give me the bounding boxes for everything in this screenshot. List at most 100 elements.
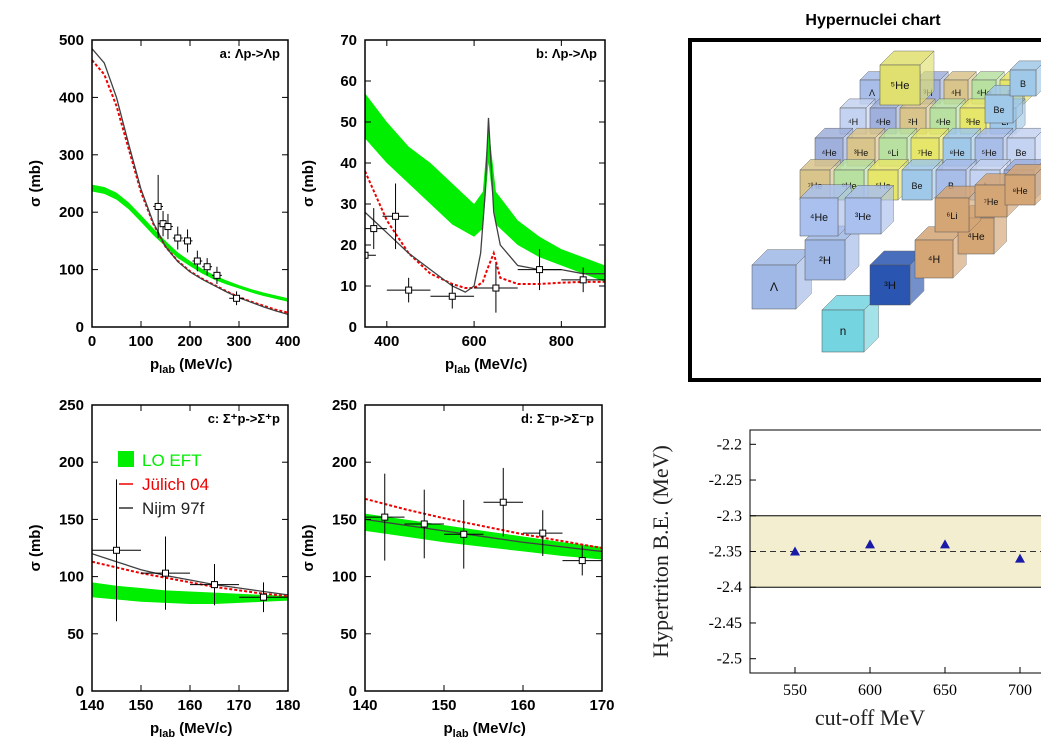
cube-label: Be: [911, 181, 922, 191]
data-point: [517, 249, 562, 291]
point-marker: [365, 251, 369, 259]
cube-label: Λ: [770, 280, 779, 294]
data-point: [192, 250, 203, 272]
data-point: [562, 545, 602, 576]
cube-label: ⁴H: [848, 117, 858, 127]
legend: LO EFT Jülich 04 Nijm 97f: [118, 451, 209, 518]
legend-item: Nijm 97f: [119, 499, 205, 518]
julich-curve: [365, 497, 602, 549]
point-marker: [448, 292, 456, 300]
y-tick-label: 250: [59, 397, 84, 414]
y-tick-label: 100: [59, 262, 84, 279]
data-point: [386, 277, 431, 303]
cube-label: ⁴He: [875, 117, 890, 127]
data-point: [382, 183, 409, 250]
point-marker: [184, 237, 192, 245]
panel-1: 0 100 200 300 400 0 100 200 300 400 500 a: Λp->Λp pl…: [27, 32, 301, 376]
data-point: [474, 263, 518, 313]
data-point: [483, 467, 523, 537]
cube-front: [821, 309, 865, 353]
point-marker: [381, 513, 389, 521]
triangle-marker: [940, 539, 950, 549]
cube-label: ⁴He: [976, 88, 991, 98]
y-tick-label: 150: [332, 511, 357, 528]
y-tick-label: 100: [59, 569, 84, 586]
point-marker: [370, 225, 378, 233]
point-marker: [460, 530, 468, 538]
cube-front: [869, 264, 911, 306]
nijm-curve: [92, 553, 288, 596]
julich-curve: [92, 560, 288, 598]
nuclide-cube: n: [821, 294, 880, 353]
lo-eft-band: [92, 184, 288, 302]
cube-label: ⁵He: [891, 80, 910, 92]
x-tick-label: 600: [858, 682, 882, 699]
nijm-curve: [365, 518, 602, 553]
point-marker: [260, 593, 267, 601]
x-axis-label: plab (MeV/c): [444, 720, 526, 740]
y-tick-label: 200: [59, 204, 84, 221]
panel-label: d: Σ⁻p->Σ⁻p: [521, 411, 594, 426]
y-tick-label: 50: [340, 626, 357, 643]
cube-label: ⁶Li: [946, 211, 957, 222]
data-point: [153, 174, 164, 239]
data-point: [92, 479, 141, 622]
hypernuclei-chart-title: Hypernuclei chart: [805, 12, 941, 29]
triangle-marker: [865, 539, 875, 549]
nuclide-cube: ⁴He: [799, 184, 852, 237]
nuclide-cube: Λ: [751, 248, 813, 310]
y-axis-label: σ (mb): [27, 525, 44, 572]
y-tick-label: -2.25: [709, 472, 742, 489]
x-tick-label: 150: [431, 697, 456, 714]
cube-label: ⁷He: [984, 197, 999, 207]
data-point: [444, 499, 484, 569]
data-point: [365, 473, 405, 561]
cube-label: ⁴He: [935, 117, 950, 127]
y-axis-label: σ (mb): [300, 525, 317, 572]
lo-eft-band: [92, 582, 288, 605]
y-axis-label: σ (mb): [27, 160, 44, 207]
point-marker: [579, 276, 587, 284]
y-tick-label: 150: [59, 511, 84, 528]
cube-front: [844, 197, 882, 235]
x-tick-label: 400: [275, 333, 300, 350]
cube-front: [1004, 174, 1036, 206]
julich-curve: [92, 59, 288, 314]
panel-5: -2.2 -2.25 -2.3 -2.35 -2.4 -2.45 -2.5 550 600 650…: [648, 429, 1041, 730]
point-marker: [492, 284, 500, 292]
y-tick-label: 400: [59, 89, 84, 106]
x-tick-label: 100: [128, 333, 153, 350]
point-marker: [203, 263, 211, 271]
legend-swatch: [118, 451, 134, 467]
nuclide-cube: ⁵He: [879, 50, 935, 106]
cube-front: [914, 239, 954, 279]
point-marker: [213, 271, 221, 279]
plot-frame: [364, 404, 603, 692]
y-tick-label: 200: [59, 454, 84, 471]
y-tick-label: 300: [59, 147, 84, 164]
x-tick-label: 160: [510, 697, 535, 714]
cube-front: [934, 197, 970, 233]
point-marker: [162, 569, 169, 577]
panel-label: c: Σ⁺p->Σ⁺p: [208, 411, 280, 426]
point-marker: [539, 529, 547, 537]
cube-front: [901, 169, 933, 201]
legend-item: LO EFT: [118, 451, 202, 470]
x-tick-label: 170: [589, 697, 614, 714]
cube-label: n: [840, 325, 847, 338]
cube-front: [1009, 69, 1037, 97]
cube-label: ⁴H: [951, 88, 961, 98]
y-tick-label: -2.2: [717, 436, 742, 453]
legend-label: LO EFT: [142, 451, 202, 470]
x-tick-label: 140: [79, 697, 104, 714]
x-tick-label: 150: [128, 697, 153, 714]
cube-label: ⁸He: [949, 148, 964, 158]
y-tick-label: 0: [76, 319, 84, 336]
x-tick-label: 160: [177, 697, 202, 714]
y-tick-label: -2.35: [709, 544, 742, 561]
cube-label: ²H: [819, 255, 831, 267]
plot-frame: [91, 404, 289, 692]
x-axis-label: plab (MeV/c): [150, 720, 232, 740]
